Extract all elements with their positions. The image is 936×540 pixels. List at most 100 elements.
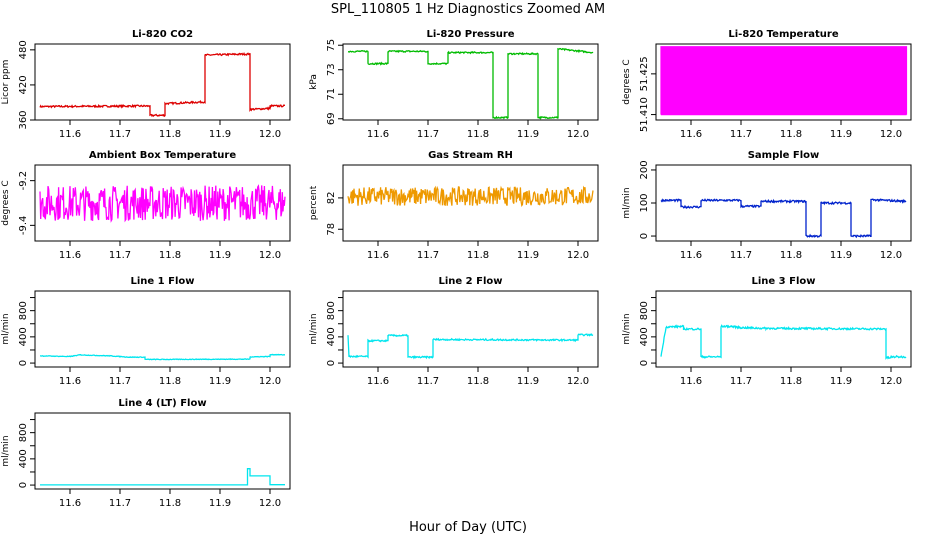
x-tick-label: 11.9 <box>517 250 539 261</box>
y-axis-label: ml/min <box>622 313 632 344</box>
x-tick-label: 12.0 <box>259 498 281 509</box>
x-tick-label: 11.6 <box>59 250 81 261</box>
data-trace <box>39 184 286 223</box>
panel-line-4-lt-flow: Line 4 (LT) Flow ml/min 11.6 11.7 11.8 11.9 12… <box>1 398 291 509</box>
y-axis-label: ml/min <box>309 313 319 344</box>
x-tick-label: 11.7 <box>109 376 131 387</box>
y-axis-label: kPa <box>309 74 319 90</box>
y-tick-label: 800 <box>18 423 29 442</box>
plot-frame <box>34 43 291 121</box>
x-tick-label: 12.0 <box>880 129 902 140</box>
y-tick-label: 480 <box>18 40 29 59</box>
data-trace <box>347 185 594 207</box>
y-axis-label: ml/min <box>1 435 11 466</box>
x-tick-label: 11.6 <box>680 376 702 387</box>
y-tick-label: 51.410 <box>639 97 650 132</box>
plot-frame <box>342 290 599 368</box>
panel-title: Li-820 CO2 <box>132 29 193 40</box>
x-tick-label: 11.9 <box>517 129 539 140</box>
x-tick-label: 11.9 <box>209 498 231 509</box>
x-tick-label: 11.9 <box>517 376 539 387</box>
x-tick-label: 11.9 <box>830 376 852 387</box>
y-tick-label: 100 <box>639 193 650 212</box>
y-tick-label: 800 <box>18 301 29 320</box>
x-tick-label: 11.9 <box>209 129 231 140</box>
data-trace <box>40 468 285 486</box>
y-tick-label: 360 <box>18 110 29 129</box>
x-tick-label: 11.9 <box>830 129 852 140</box>
x-tick-label: 11.8 <box>159 129 181 140</box>
data-trace <box>660 46 908 116</box>
y-tick-label: 400 <box>18 327 29 346</box>
x-tick-label: 11.8 <box>780 129 802 140</box>
panel-title: Line 1 Flow <box>131 276 195 287</box>
panel-title: Gas Stream RH <box>428 150 513 161</box>
x-tick-label: 11.8 <box>780 250 802 261</box>
x-tick-label: 11.6 <box>59 498 81 509</box>
x-tick-label: 11.7 <box>730 250 752 261</box>
data-trace <box>40 353 285 361</box>
x-tick-label: 12.0 <box>567 129 589 140</box>
x-tick-label: 12.0 <box>259 250 281 261</box>
x-tick-label: 11.9 <box>209 250 231 261</box>
y-tick-label: 78 <box>326 223 337 236</box>
x-tick-label: 11.7 <box>417 129 439 140</box>
panel-line-1-flow: Line 1 Flow ml/min 11.6 11.7 11.8 11.9 12.0 0 40… <box>1 276 291 387</box>
plot-frame <box>34 412 291 490</box>
x-tick-label: 11.8 <box>159 376 181 387</box>
y-tick-label: -9.2 <box>18 171 29 191</box>
plot-frame <box>342 43 599 121</box>
x-tick-label: 11.8 <box>467 250 489 261</box>
y-axis-label: degrees C <box>1 180 11 225</box>
x-tick-label: 11.7 <box>417 250 439 261</box>
x-tick-label: 11.6 <box>680 129 702 140</box>
panel-line-3-flow: Line 3 Flow ml/min 11.6 11.7 11.8 11.9 12.0 0 40… <box>622 276 912 387</box>
x-tick-label: 11.6 <box>367 250 389 261</box>
plot-frame <box>655 43 912 121</box>
x-tick-label: 11.6 <box>680 250 702 261</box>
y-axis-label: degrees C <box>622 59 632 104</box>
panel-title: Line 4 (LT) Flow <box>118 398 206 409</box>
y-tick-label: 800 <box>639 301 650 320</box>
x-tick-label: 12.0 <box>880 376 902 387</box>
y-tick-label: 200 <box>639 160 650 179</box>
y-tick-label: 420 <box>18 75 29 94</box>
x-tick-label: 11.8 <box>159 250 181 261</box>
x-tick-label: 11.7 <box>109 129 131 140</box>
data-trace <box>660 324 907 360</box>
panel-title: Line 3 Flow <box>752 276 816 287</box>
plot-frame <box>655 290 912 368</box>
panel-title: Li-820 Temperature <box>728 29 838 40</box>
panel-title: Ambient Box Temperature <box>89 150 236 161</box>
x-tick-label: 12.0 <box>567 376 589 387</box>
panel-grid: Li-820 CO2 Licor ppm 11.6 11.7 11.8 11.9 12.0 3… <box>1 29 912 509</box>
x-tick-label: 11.6 <box>59 129 81 140</box>
panel-ambient-box-temperature: Ambient Box Temperature degrees C 11.6 11.7… <box>1 150 291 261</box>
x-tick-label: 11.7 <box>109 498 131 509</box>
x-tick-label: 11.9 <box>830 250 852 261</box>
y-tick-label: 400 <box>326 327 337 346</box>
y-tick-label: -9.4 <box>18 216 29 236</box>
x-tick-label: 12.0 <box>880 250 902 261</box>
figure-xlabel: Hour of Day (UTC) <box>409 520 527 535</box>
panel-sample-flow: Sample Flow ml/min 11.6 11.7 11.8 11.9 12.0 0 10… <box>622 150 912 261</box>
y-tick-label: 0 <box>18 482 29 488</box>
x-tick-label: 11.6 <box>59 376 81 387</box>
x-tick-label: 11.7 <box>109 250 131 261</box>
panel-li-820-temperature: Li-820 Temperature degrees C 11.6 11.7 11.8 1… <box>622 29 912 140</box>
x-tick-label: 11.8 <box>467 376 489 387</box>
data-trace <box>347 333 594 360</box>
y-tick-label: 71 <box>326 88 337 101</box>
plot-frame <box>34 164 291 242</box>
y-axis-label: ml/min <box>1 313 11 344</box>
x-tick-label: 11.9 <box>209 376 231 387</box>
x-tick-label: 11.7 <box>417 376 439 387</box>
y-tick-label: 69 <box>326 112 337 125</box>
y-tick-label: 400 <box>18 449 29 468</box>
panel-gas-stream-rh: Gas Stream RH percent 11.6 11.7 11.8 11.9 12.0… <box>309 150 599 261</box>
y-tick-label: 82 <box>326 192 337 205</box>
panel-title: Li-820 Pressure <box>426 29 514 40</box>
panel-li-820-pressure: Li-820 Pressure kPa 11.6 11.7 11.8 11.9 12.0 69… <box>309 29 599 140</box>
y-tick-label: 0 <box>639 360 650 366</box>
